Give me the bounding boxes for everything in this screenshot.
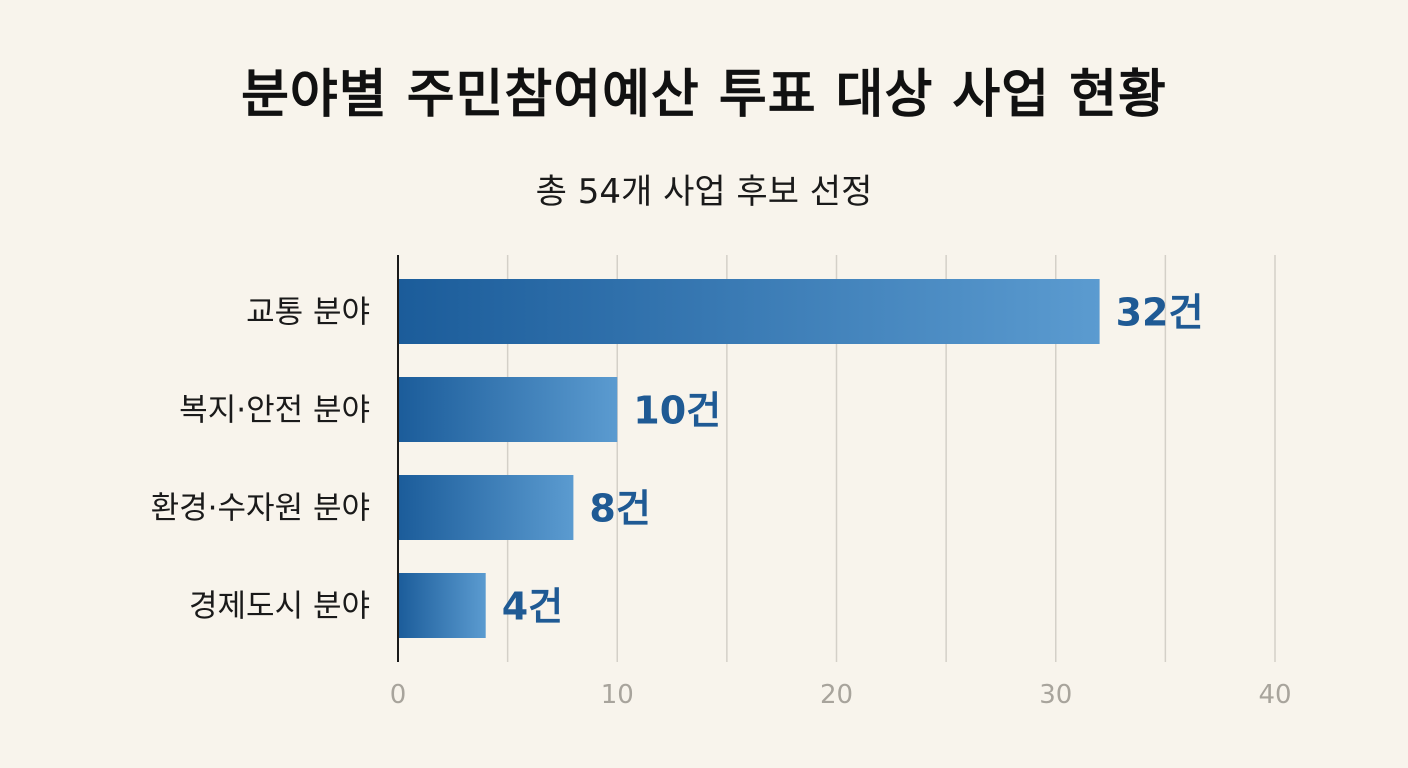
chart-title: 분야별 주민참여예산 투표 대상 사업 현황 (241, 65, 1167, 125)
chart-subtitle: 총 54개 사업 후보 선정 (535, 172, 873, 212)
value-label: 10건 (633, 389, 721, 433)
x-tick-label: 10 (601, 680, 634, 710)
value-label: 32건 (1116, 291, 1204, 335)
axes: 0 10 20 30 40 (390, 255, 1292, 710)
category-label: 환경·수자원 분야 (151, 491, 370, 527)
bar (398, 377, 618, 442)
bars (398, 279, 1100, 638)
value-label: 4건 (502, 585, 563, 629)
bar (398, 475, 574, 540)
category-label: 교통 분야 (246, 295, 370, 331)
x-tick-label: 30 (1039, 680, 1072, 710)
bar (398, 279, 1100, 344)
x-tick-label: 0 (390, 680, 407, 710)
category-label: 경제도시 분야 (189, 589, 370, 625)
x-tick-label: 40 (1258, 680, 1291, 710)
bar (398, 573, 486, 638)
x-tick-label: 20 (820, 680, 853, 710)
category-label: 복지·안전 분야 (179, 393, 370, 429)
value-label: 8건 (589, 487, 650, 531)
